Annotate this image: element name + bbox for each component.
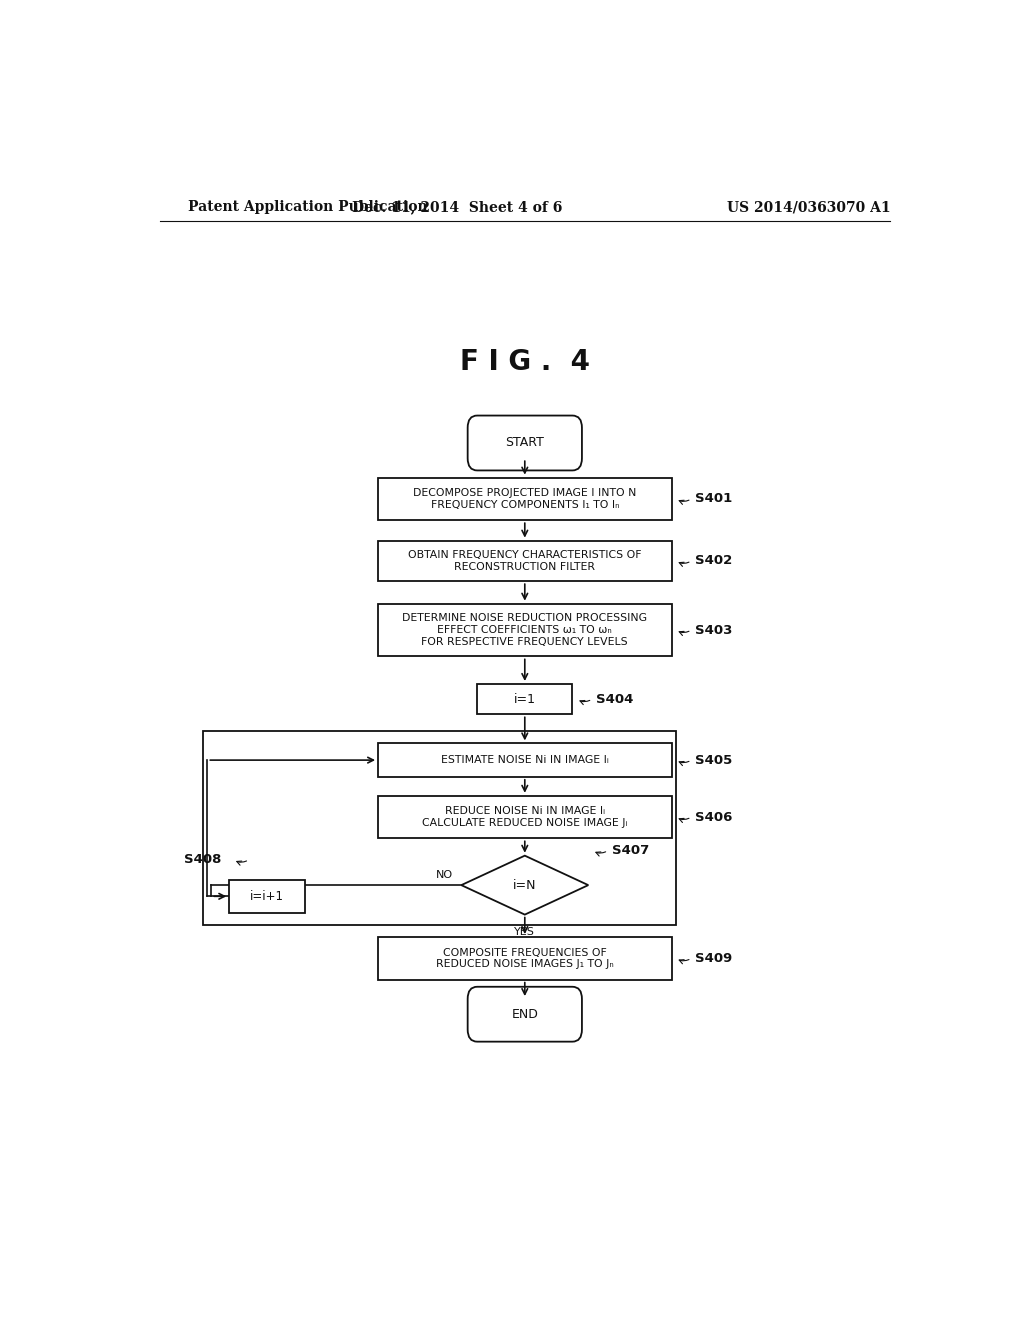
FancyBboxPatch shape bbox=[468, 987, 582, 1041]
Text: S407: S407 bbox=[612, 843, 649, 857]
Text: S409: S409 bbox=[695, 952, 733, 965]
Text: OBTAIN FREQUENCY CHARACTERISTICS OF
RECONSTRUCTION FILTER: OBTAIN FREQUENCY CHARACTERISTICS OF RECO… bbox=[408, 550, 642, 572]
Polygon shape bbox=[461, 855, 588, 915]
Text: i=1: i=1 bbox=[514, 693, 536, 706]
Text: END: END bbox=[511, 1007, 539, 1020]
Bar bbox=[378, 743, 672, 777]
Text: S404: S404 bbox=[596, 693, 634, 706]
Text: i=N: i=N bbox=[513, 879, 537, 891]
Text: S402: S402 bbox=[695, 554, 733, 568]
Text: S405: S405 bbox=[695, 754, 733, 767]
Text: DETERMINE NOISE REDUCTION PROCESSING
EFFECT COEFFICIENTS ω₁ TO ωₙ
FOR RESPECTIVE: DETERMINE NOISE REDUCTION PROCESSING EFF… bbox=[402, 614, 647, 647]
Bar bbox=[378, 937, 672, 979]
Text: S401: S401 bbox=[695, 492, 733, 506]
Text: i=i+1: i=i+1 bbox=[250, 890, 284, 903]
Text: YES: YES bbox=[514, 927, 536, 937]
Text: ESTIMATE NOISE Ni IN IMAGE Iᵢ: ESTIMATE NOISE Ni IN IMAGE Iᵢ bbox=[441, 755, 608, 766]
Text: COMPOSITE FREQUENCIES OF
REDUCED NOISE IMAGES J₁ TO Jₙ: COMPOSITE FREQUENCIES OF REDUCED NOISE I… bbox=[436, 948, 613, 969]
Bar bbox=[378, 541, 672, 581]
Text: Patent Application Publication: Patent Application Publication bbox=[187, 201, 427, 214]
Bar bbox=[378, 478, 672, 520]
Text: S408: S408 bbox=[184, 853, 221, 866]
Text: START: START bbox=[506, 437, 544, 450]
Text: Dec. 11, 2014  Sheet 4 of 6: Dec. 11, 2014 Sheet 4 of 6 bbox=[352, 201, 562, 214]
Text: US 2014/0363070 A1: US 2014/0363070 A1 bbox=[727, 201, 891, 214]
Text: S406: S406 bbox=[695, 810, 733, 824]
Bar bbox=[477, 684, 572, 714]
Text: REDUCE NOISE Ni IN IMAGE Iᵢ
CALCULATE REDUCED NOISE IMAGE Jᵢ: REDUCE NOISE Ni IN IMAGE Iᵢ CALCULATE RE… bbox=[422, 807, 628, 828]
Text: F I G .  4: F I G . 4 bbox=[460, 347, 590, 376]
Text: S403: S403 bbox=[695, 623, 733, 636]
Bar bbox=[378, 603, 672, 656]
FancyBboxPatch shape bbox=[468, 416, 582, 470]
Bar bbox=[229, 880, 304, 912]
Text: DECOMPOSE PROJECTED IMAGE I INTO N
FREQUENCY COMPONENTS I₁ TO Iₙ: DECOMPOSE PROJECTED IMAGE I INTO N FREQU… bbox=[413, 488, 637, 510]
Bar bbox=[204, 731, 676, 925]
Text: NO: NO bbox=[436, 870, 454, 880]
Bar bbox=[378, 796, 672, 838]
